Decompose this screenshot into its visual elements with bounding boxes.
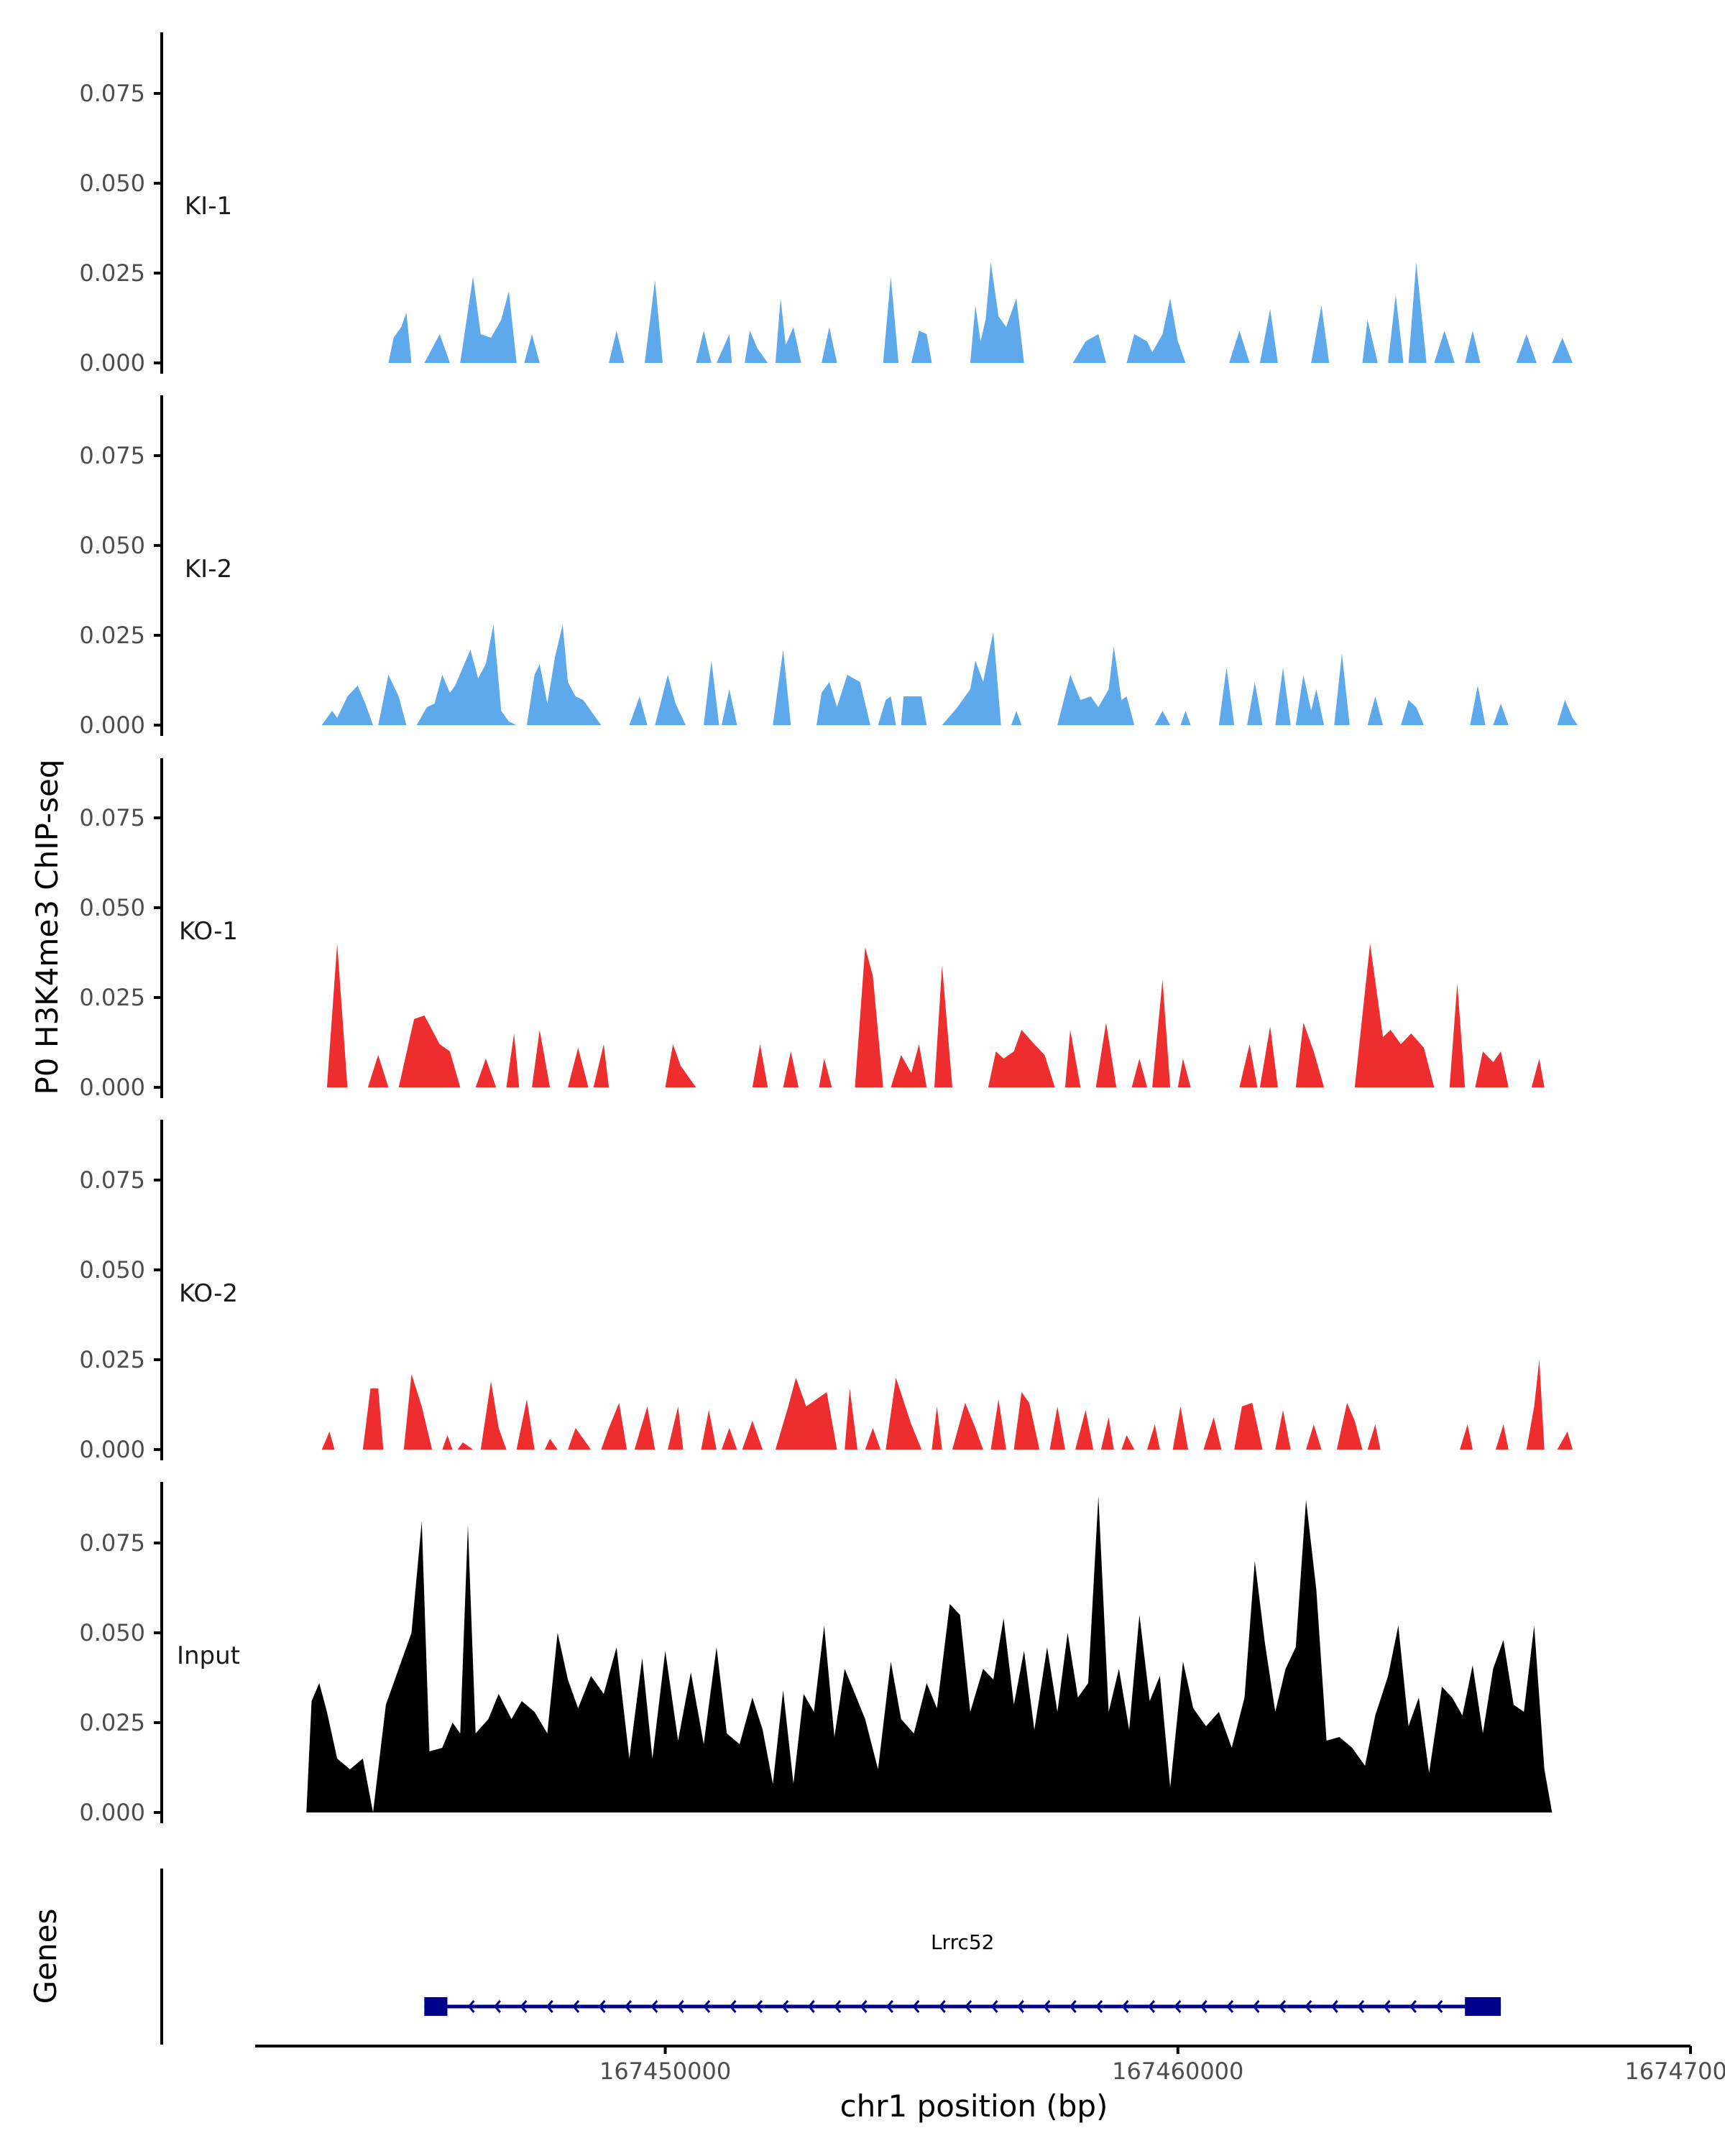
track-panel-1: 0.000 0.025 0.050 0.075 KI-1 bbox=[79, 32, 1573, 377]
y-axis-title: P0 H3K4me3 ChIP-seq bbox=[29, 759, 65, 1095]
strand-arrow-21 bbox=[1016, 2000, 1024, 2013]
strand-arrow-16 bbox=[886, 2000, 893, 2013]
strand-arrow-25 bbox=[1121, 2000, 1129, 2013]
strand-arrow-37 bbox=[1435, 2000, 1443, 2013]
strand-arrow-15 bbox=[860, 2000, 868, 2013]
strand-arrow-22 bbox=[1043, 2000, 1051, 2013]
strand-arrow-4 bbox=[572, 2000, 580, 2013]
strand-arrow-9 bbox=[703, 2000, 711, 2013]
track-1-signal-area bbox=[388, 262, 1573, 363]
strand-arrow-32 bbox=[1305, 2000, 1312, 2013]
track-2-y-ticks: 0.000 0.025 0.050 0.075 bbox=[79, 442, 162, 739]
track-5-y-tick-label-2: 0.050 bbox=[79, 1619, 145, 1646]
strand-arrow-2 bbox=[520, 2000, 528, 2013]
track-5-y-tick-label-0: 0.000 bbox=[79, 1799, 145, 1826]
track-panel-4: 0.000 0.025 0.050 0.075 KO-2 bbox=[79, 1120, 1573, 1463]
track-5-label: Input bbox=[177, 1641, 240, 1670]
track-4-y-tick-label-2: 0.050 bbox=[79, 1256, 145, 1284]
strand-arrow-26 bbox=[1147, 2000, 1155, 2013]
x-tick-label-1: 167460000 bbox=[1112, 2058, 1243, 2085]
x-tick-label-0: 167450000 bbox=[599, 2058, 731, 2085]
strand-arrow-35 bbox=[1383, 2000, 1391, 2013]
strand-arrow-29 bbox=[1226, 2000, 1234, 2013]
track-5-y-ticks: 0.000 0.025 0.050 0.075 bbox=[79, 1529, 162, 1826]
x-tick-label-2: 167470000 bbox=[1624, 2058, 1725, 2085]
strand-arrow-5 bbox=[598, 2000, 606, 2013]
track-3-y-tick-label-3: 0.075 bbox=[79, 804, 145, 831]
strand-arrow-33 bbox=[1330, 2000, 1338, 2013]
track-3-y-tick-label-2: 0.050 bbox=[79, 894, 145, 921]
track-1-y-tick-label-2: 0.050 bbox=[79, 170, 145, 197]
strand-arrow-31 bbox=[1278, 2000, 1286, 2013]
track-3-y-ticks: 0.000 0.025 0.050 0.075 bbox=[79, 804, 162, 1101]
x-axis-title: chr1 position (bp) bbox=[840, 2088, 1108, 2124]
strand-arrow-28 bbox=[1200, 2000, 1208, 2013]
gene-exon-right bbox=[1465, 1997, 1501, 2016]
track-4-y-tick-label-1: 0.025 bbox=[79, 1346, 145, 1373]
track-panel-2: 0.000 0.025 0.050 0.075 KI-2 bbox=[79, 395, 1578, 739]
track-2-y-tick-label-0: 0.000 bbox=[79, 711, 145, 739]
track-2-y-tick-label-1: 0.025 bbox=[79, 622, 145, 649]
strand-arrow-8 bbox=[676, 2000, 684, 2013]
strand-arrow-23 bbox=[1069, 2000, 1077, 2013]
strand-arrow-17 bbox=[912, 2000, 920, 2013]
track-5-y-tick-label-3: 0.075 bbox=[79, 1529, 145, 1557]
track-1-label: KI-1 bbox=[185, 192, 232, 221]
strand-arrow-3 bbox=[546, 2000, 553, 2013]
track-4-signal-area bbox=[321, 1360, 1573, 1450]
strand-arrow-7 bbox=[650, 2000, 658, 2013]
track-2-y-tick-label-2: 0.050 bbox=[79, 532, 145, 559]
strand-arrow-6 bbox=[624, 2000, 632, 2013]
track-5-y-tick-label-1: 0.025 bbox=[79, 1709, 145, 1736]
track-3-y-tick-label-0: 0.000 bbox=[79, 1074, 145, 1101]
track-panel-5: 0.000 0.025 0.050 0.075 Input bbox=[79, 1482, 1552, 1826]
gene-track-panel: Genes Lrrc52 bbox=[28, 1869, 1501, 2045]
strand-arrow-14 bbox=[834, 2000, 842, 2013]
strand-arrow-11 bbox=[755, 2000, 763, 2013]
track-2-y-tick-label-3: 0.075 bbox=[79, 442, 145, 469]
strand-arrow-18 bbox=[938, 2000, 946, 2013]
track-4-label: KO-2 bbox=[179, 1279, 238, 1308]
strand-arrow-27 bbox=[1174, 2000, 1182, 2013]
track-2-label: KI-2 bbox=[185, 555, 232, 584]
strand-arrow-20 bbox=[990, 2000, 998, 2013]
gene-label: Lrrc52 bbox=[931, 1930, 995, 1954]
strand-arrow-36 bbox=[1409, 2000, 1417, 2013]
strand-arrow-10 bbox=[729, 2000, 737, 2013]
track-2-signal-area bbox=[321, 625, 1578, 725]
strand-arrow-1 bbox=[493, 2000, 501, 2013]
gene-track-title: Genes bbox=[28, 1909, 63, 2004]
track-3-signal-area bbox=[326, 944, 1545, 1087]
strand-arrow-24 bbox=[1095, 2000, 1103, 2013]
track-3-label: KO-1 bbox=[179, 917, 238, 946]
strand-arrow-34 bbox=[1357, 2000, 1365, 2013]
track-3-y-tick-label-1: 0.025 bbox=[79, 984, 145, 1011]
strand-arrow-13 bbox=[807, 2000, 815, 2013]
track-5-signal-area bbox=[306, 1496, 1552, 1812]
track-1-y-tick-label-1: 0.025 bbox=[79, 259, 145, 287]
track-1-y-ticks: 0.000 0.025 0.050 0.075 bbox=[79, 80, 162, 377]
x-axis: 167450000 167460000 167470000 chr1 posit… bbox=[255, 2045, 1725, 2124]
track-4-y-tick-label-0: 0.000 bbox=[79, 1436, 145, 1463]
strand-arrow-30 bbox=[1252, 2000, 1260, 2013]
strand-arrow-12 bbox=[781, 2000, 789, 2013]
track-4-y-ticks: 0.000 0.025 0.050 0.075 bbox=[79, 1166, 162, 1463]
track-panel-3: 0.000 0.025 0.050 0.075 KO-1 bbox=[79, 758, 1545, 1101]
track-4-y-tick-label-3: 0.075 bbox=[79, 1166, 145, 1194]
gene-strand-arrows bbox=[467, 2000, 1443, 2013]
gene-exon-left bbox=[424, 1997, 448, 2016]
strand-arrow-19 bbox=[965, 2000, 972, 2013]
track-1-y-tick-label-0: 0.000 bbox=[79, 349, 145, 377]
track-1-y-tick-label-3: 0.075 bbox=[79, 80, 145, 107]
strand-arrow-0 bbox=[467, 2000, 475, 2013]
